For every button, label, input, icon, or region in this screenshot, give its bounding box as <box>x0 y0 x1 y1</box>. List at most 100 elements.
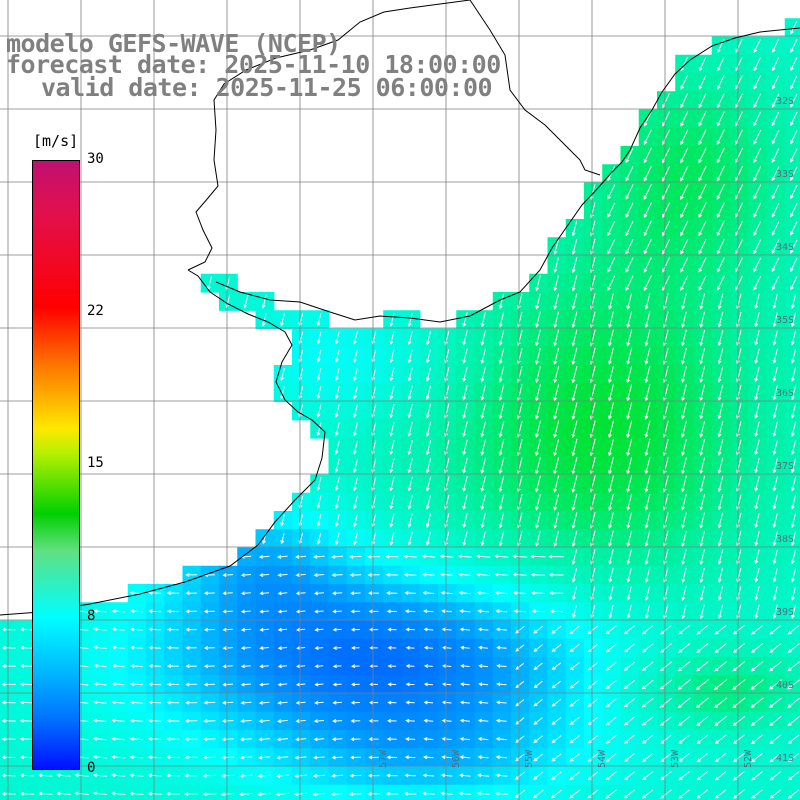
wind-arrow <box>202 755 216 760</box>
wind-arrow <box>530 572 546 577</box>
wind-arrow <box>787 679 800 690</box>
wind-arrow <box>607 257 616 273</box>
wind-arrow <box>698 93 707 109</box>
wind-arrow <box>367 773 380 778</box>
wind-arrow <box>441 718 452 723</box>
wind-arrow <box>386 773 398 778</box>
wind-arrow <box>644 530 651 547</box>
wind-arrow <box>643 202 652 219</box>
wind-cell <box>784 365 800 384</box>
wind-arrow <box>535 347 541 365</box>
wind-arrow <box>571 347 578 365</box>
wind-arrow <box>716 129 725 145</box>
wind-arrow <box>769 752 782 763</box>
wind-arrow <box>334 495 340 510</box>
wind-arrow <box>548 554 564 559</box>
wind-arrow <box>369 627 379 632</box>
wind-arrow <box>350 737 361 742</box>
wind-arrow <box>698 165 707 182</box>
wind-arrow <box>698 238 707 255</box>
wind-arrow <box>680 147 689 164</box>
wind-arrow <box>498 420 505 438</box>
wind-arrow <box>314 700 324 705</box>
wind-arrow <box>750 661 764 672</box>
wind-arrow <box>385 554 399 559</box>
wind-arrow <box>623 679 636 690</box>
wind-arrow <box>750 697 764 709</box>
wind-arrow <box>754 439 760 456</box>
wind-arrow <box>477 718 489 723</box>
wind-arrow <box>641 789 654 799</box>
wind-arrow <box>130 663 143 668</box>
wind-arrow <box>258 554 270 559</box>
wind-arrow <box>607 220 616 237</box>
wind-arrow <box>754 494 760 511</box>
wind-arrow <box>572 605 577 619</box>
wind-arrow <box>571 238 578 255</box>
wind-arrow <box>386 737 397 742</box>
wind-arrow <box>367 554 381 559</box>
wind-arrow <box>477 755 489 760</box>
wind-arrow <box>166 627 179 632</box>
wind-arrow <box>571 567 578 583</box>
wind-arrow <box>608 586 614 601</box>
wind-arrow <box>74 791 89 796</box>
wind-arrow <box>111 682 125 687</box>
wind-arrow <box>92 755 107 759</box>
wind-arrow <box>480 348 486 365</box>
wind-arrow <box>276 737 289 742</box>
wind-arrow <box>129 718 143 723</box>
wind-arrow <box>316 495 322 509</box>
wind-arrow <box>349 572 362 577</box>
wind-arrow <box>19 627 34 632</box>
wind-arrow <box>643 184 652 200</box>
model-title: modelo GEFS-WAVE (NCEP) <box>6 29 341 58</box>
wind-arrow <box>605 698 617 708</box>
wind-arrow <box>387 627 397 632</box>
wind-arrow <box>425 458 432 474</box>
wind-cell <box>784 182 800 202</box>
wind-arrow <box>515 699 525 707</box>
wind-arrow <box>480 312 486 328</box>
wind-arrow <box>699 475 706 493</box>
wind-arrow <box>277 700 288 705</box>
wind-arrow <box>425 330 432 346</box>
wind-arrow <box>571 293 578 310</box>
wind-cell <box>784 146 800 165</box>
wind-arrow <box>280 533 285 545</box>
wind-arrow <box>387 718 397 723</box>
wind-arrow <box>476 590 490 595</box>
wind-arrow <box>185 664 197 669</box>
wind-arrow <box>699 530 705 547</box>
wind-arrow <box>535 438 541 457</box>
wind-arrow <box>530 554 546 559</box>
lon-label-55w: 55W <box>524 749 535 768</box>
wind-arrow <box>533 625 544 634</box>
wind-arrow <box>294 773 307 778</box>
wind-arrow <box>641 771 654 781</box>
wind-cell <box>784 657 800 676</box>
wind-arrow <box>772 549 778 565</box>
wind-arrow <box>717 311 724 328</box>
wind-arrow <box>462 457 468 474</box>
wind-arrow <box>587 735 599 744</box>
wind-arrow <box>258 737 270 742</box>
wind-cell <box>18 784 38 800</box>
wind-arrow <box>184 773 198 778</box>
wind-arrow <box>316 532 322 545</box>
wind-arrow <box>751 752 763 763</box>
wind-arrow <box>605 643 617 653</box>
wind-arrow <box>423 737 434 741</box>
wind-arrow <box>790 330 797 346</box>
wind-arrow <box>367 572 380 577</box>
wind-arrow <box>478 700 489 705</box>
wind-arrow <box>751 625 764 635</box>
wind-arrow <box>332 627 342 632</box>
wind-cell <box>766 784 786 800</box>
wind-arrow <box>495 609 508 614</box>
wind-arrow <box>787 697 800 708</box>
wind-arrow <box>385 572 398 577</box>
wind-arrow <box>787 661 800 672</box>
wind-arrow <box>626 420 633 439</box>
wind-arrow <box>314 682 324 687</box>
